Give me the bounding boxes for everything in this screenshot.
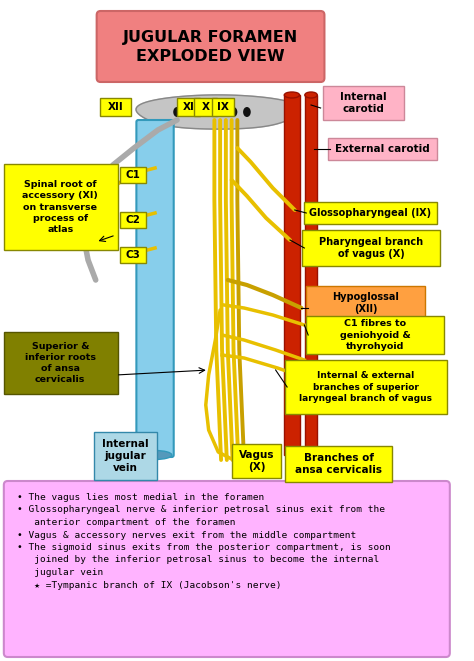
FancyBboxPatch shape: [302, 230, 440, 266]
Text: Superior &
inferior roots
of ansa
cervicalis: Superior & inferior roots of ansa cervic…: [25, 342, 96, 384]
FancyBboxPatch shape: [119, 247, 146, 263]
Text: C3: C3: [126, 250, 140, 260]
Text: XII: XII: [108, 102, 124, 112]
Polygon shape: [284, 95, 300, 455]
Text: XI: XI: [182, 102, 194, 112]
Polygon shape: [136, 95, 301, 129]
FancyBboxPatch shape: [285, 360, 447, 414]
FancyBboxPatch shape: [328, 138, 438, 160]
Text: Hypoglossal
(XII): Hypoglossal (XII): [332, 292, 399, 314]
FancyBboxPatch shape: [304, 202, 438, 224]
FancyBboxPatch shape: [194, 98, 217, 116]
FancyBboxPatch shape: [119, 167, 146, 183]
Text: C1: C1: [126, 170, 140, 180]
Text: Vagus
(X): Vagus (X): [239, 449, 274, 472]
Text: X: X: [202, 102, 210, 112]
Text: C2: C2: [126, 215, 140, 225]
Ellipse shape: [173, 107, 181, 117]
FancyBboxPatch shape: [100, 98, 131, 116]
Text: C1 fibres to
geniohyoid &
thyrohyoid: C1 fibres to geniohyoid & thyrohyoid: [340, 319, 410, 350]
FancyBboxPatch shape: [323, 86, 404, 120]
FancyBboxPatch shape: [285, 446, 392, 482]
FancyBboxPatch shape: [4, 332, 118, 394]
Text: Internal
carotid: Internal carotid: [340, 92, 387, 114]
Ellipse shape: [214, 107, 222, 117]
Text: Glossopharyngeal (IX): Glossopharyngeal (IX): [310, 208, 431, 218]
Text: JUGULAR FORAMEN
EXPLODED VIEW: JUGULAR FORAMEN EXPLODED VIEW: [123, 30, 298, 64]
Text: Pharyngeal branch
of vagus (X): Pharyngeal branch of vagus (X): [319, 237, 423, 259]
FancyBboxPatch shape: [306, 316, 444, 354]
Polygon shape: [305, 95, 317, 455]
Ellipse shape: [230, 107, 237, 117]
FancyBboxPatch shape: [97, 11, 324, 82]
FancyBboxPatch shape: [94, 432, 157, 480]
FancyBboxPatch shape: [137, 120, 173, 457]
FancyBboxPatch shape: [119, 212, 146, 228]
Ellipse shape: [188, 107, 195, 117]
FancyBboxPatch shape: [4, 481, 450, 657]
Ellipse shape: [202, 107, 210, 117]
Text: Internal
jugular
vein: Internal jugular vein: [102, 439, 149, 473]
FancyBboxPatch shape: [4, 164, 118, 250]
Ellipse shape: [243, 107, 251, 117]
FancyBboxPatch shape: [177, 98, 200, 116]
Text: External carotid: External carotid: [336, 144, 430, 154]
FancyBboxPatch shape: [211, 98, 235, 116]
Text: • The vagus lies most medial in the foramen
• Glossopharyngeal nerve & inferior : • The vagus lies most medial in the fora…: [17, 493, 391, 590]
Text: Spinal root of
accessory (XI)
on transverse
process of
atlas: Spinal root of accessory (XI) on transve…: [22, 180, 98, 234]
FancyBboxPatch shape: [232, 444, 282, 478]
Text: Branches of
ansa cervicalis: Branches of ansa cervicalis: [295, 453, 383, 475]
Ellipse shape: [138, 451, 172, 459]
Ellipse shape: [284, 92, 300, 98]
Text: Internal & external
branches of superior
laryngeal branch of vagus: Internal & external branches of superior…: [299, 371, 432, 403]
Text: IX: IX: [217, 102, 229, 112]
FancyBboxPatch shape: [306, 286, 425, 320]
Ellipse shape: [305, 92, 317, 98]
